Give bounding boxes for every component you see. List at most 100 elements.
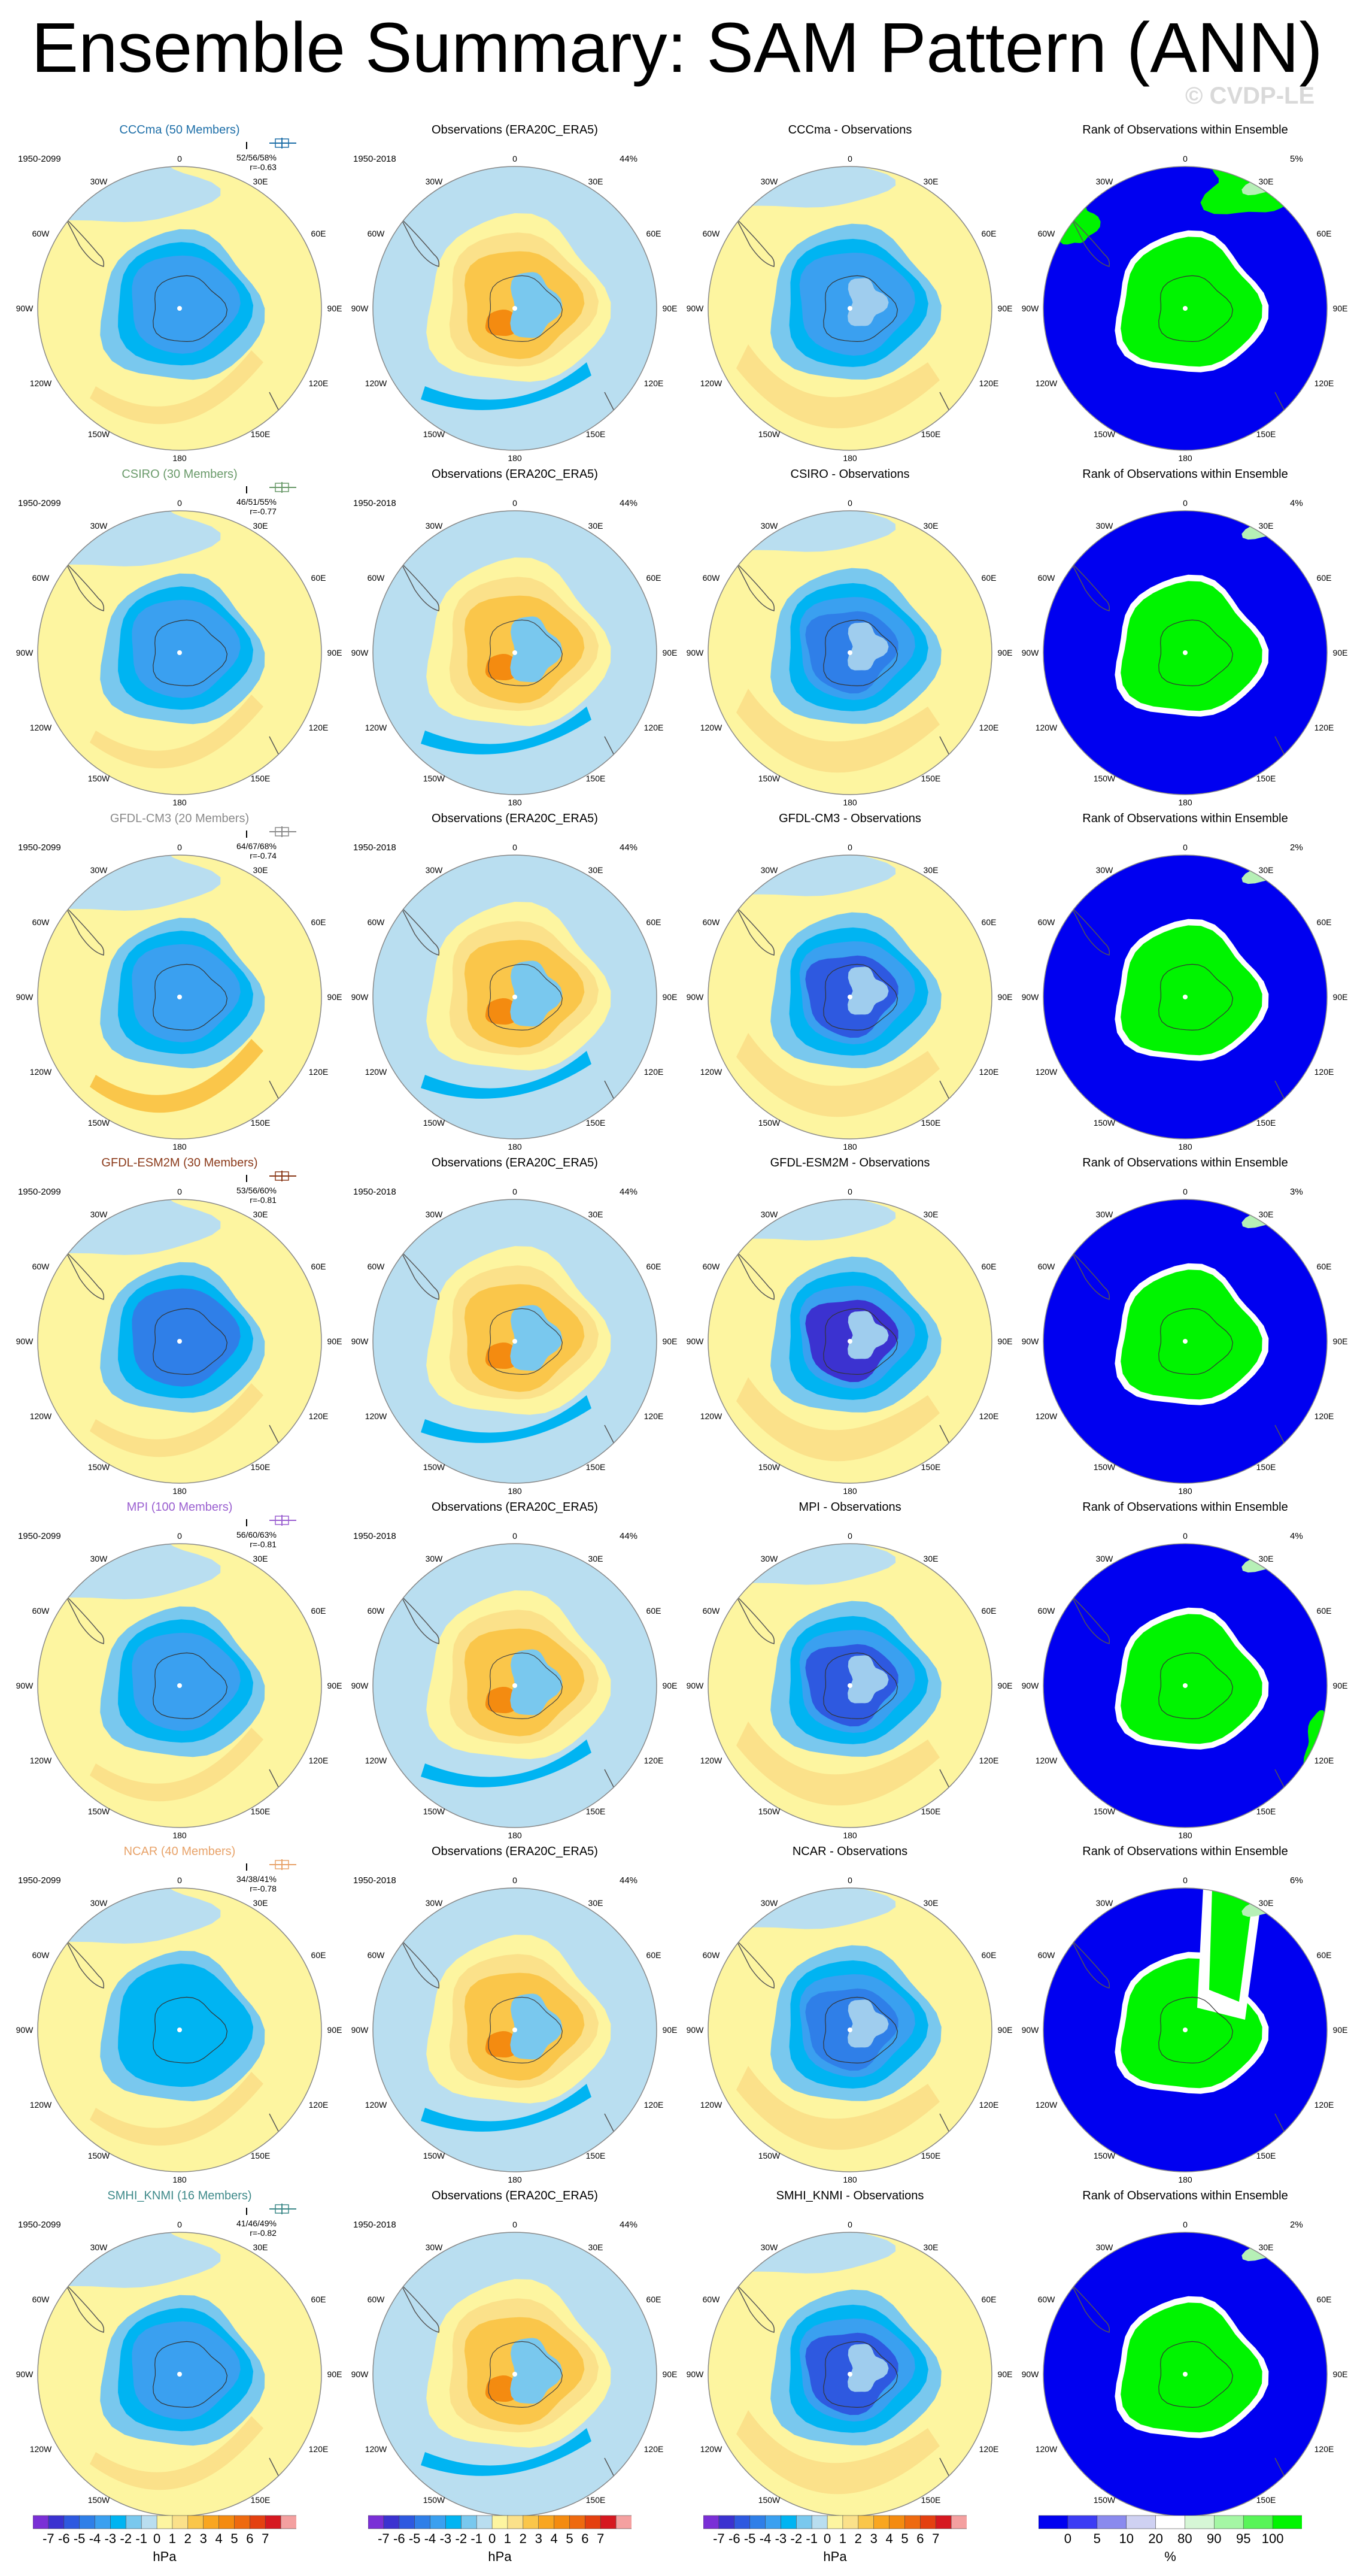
antarctica-outline [823, 1996, 898, 2064]
longitude-label-sw: 150W [88, 2151, 110, 2160]
south-pole-marker [848, 1339, 852, 1344]
panel-title: Observations (ERA20C_ERA5) [432, 2189, 598, 2202]
longitude-label-e1: 60E [646, 1262, 661, 1271]
explained-variance: 44% [620, 498, 638, 508]
colorbar-tick-label: 4 [885, 2531, 892, 2546]
colorbar-swatch [430, 2515, 447, 2529]
interior-weak [848, 966, 889, 1015]
longitude-label-nw: 30W [1096, 865, 1114, 875]
africa-outline [1292, 1904, 1309, 1941]
colorbar-tick-label: 5 [901, 2531, 908, 2546]
longitude-label-e2: 120E [309, 1756, 329, 1765]
panel-diff-0: CCCma - Observations 0 180 30W 30E 60W 60E 90W 9… [682, 123, 1018, 466]
period-label: 1950-2099 [18, 1531, 61, 1541]
panel-obs-5: Observations (ERA20C_ERA5) 1950-2018 44% 0 1… [347, 1844, 682, 2188]
map-border [708, 510, 992, 795]
longitude-label-top: 0 [848, 2220, 852, 2229]
longitude-label-ne: 30E [1259, 1898, 1274, 1908]
panel-model-0: CCCma (50 Members) 1950-2099 52/56/58% r=-0… [12, 123, 347, 466]
colorbar-swatch [250, 2515, 266, 2529]
longitude-label-nw: 30W [761, 2242, 779, 2252]
map-border [1043, 510, 1328, 795]
colorbar-swatch [445, 2515, 462, 2529]
interior-negative [510, 1649, 563, 1716]
colorbar-tick-label: 1 [504, 2531, 511, 2546]
south-america-outline [1071, 1595, 1110, 1644]
period-label: 1950-2099 [18, 154, 61, 164]
south-america-outline [1071, 907, 1110, 956]
longitude-label-se: 150E [251, 2495, 271, 2505]
longitude-label-w: 90W [16, 992, 34, 1002]
map-border [1043, 1543, 1328, 1828]
longitude-label-e: 90E [998, 648, 1013, 657]
colorbar-sam-3: -7 -6 -5 -4 -3 -2 -1 0 1 2 3 4 5 6 7 hPa [703, 2512, 967, 2572]
longitude-label-se: 150E [921, 1462, 941, 1472]
longitude-label-bottom: 180 [1178, 1831, 1192, 1840]
longitude-label-nw: 30W [426, 1898, 444, 1908]
antarctica-outline [1158, 619, 1234, 687]
longitude-label-e1: 60E [311, 917, 326, 927]
longitude-label-sw: 150W [1094, 2151, 1116, 2160]
positive-band [90, 2416, 263, 2490]
panel-title: Rank of Observations within Ensemble [1082, 468, 1288, 481]
south-pole-marker [848, 306, 852, 311]
longitude-label-ne: 30E [588, 1554, 603, 1563]
panel-model-4: MPI (100 Members) 1950-2099 56/60/63% r=-0.… [12, 1500, 347, 1844]
panel-diff-5: NCAR - Observations 0 180 30W 30E 60W 60E 90W 90… [682, 1844, 1018, 2188]
longitude-label-e: 90E [663, 2369, 678, 2379]
positive-band [736, 2410, 940, 2495]
longitude-label-e1: 60E [646, 573, 661, 583]
longitude-label-w1: 60W [32, 573, 50, 583]
panel-title: Observations (ERA20C_ERA5) [432, 123, 598, 137]
panel-diff-2: GFDL-CM3 - Observations 0 180 30W 30E 60W 60E 9… [682, 811, 1018, 1155]
antarctica-outline [153, 619, 228, 687]
stats-percentiles: 52/56/58% [236, 153, 277, 162]
south-pole-marker [1183, 2028, 1188, 2032]
obs-map: 0 180 30W 30E 60W 60E 90W 90E 120W 120E 150W 150E [351, 842, 678, 1151]
longitude-label-bottom: 180 [843, 798, 857, 807]
positive-band [736, 1033, 940, 1117]
south-pole-marker [1183, 650, 1188, 655]
longitude-label-w2: 120W [1036, 723, 1058, 732]
longitude-label-se: 150E [251, 774, 271, 783]
map-border [708, 166, 992, 451]
longitude-label-w2: 120W [30, 1067, 52, 1077]
colorbar-swatch [734, 2515, 751, 2529]
south-america-outline [400, 1595, 440, 1644]
longitude-label-top: 0 [177, 1187, 182, 1196]
rank-high-region [1121, 581, 1262, 711]
interior-weak [848, 1999, 889, 2048]
longitude-label-top: 0 [177, 1531, 182, 1541]
longitude-label-bottom: 180 [843, 2175, 857, 2184]
map-border [1043, 1199, 1328, 1484]
longitude-label-w: 90W [1022, 304, 1040, 313]
longitude-label-w: 90W [351, 992, 369, 1002]
longitude-label-e: 90E [663, 992, 678, 1002]
longitude-label-se: 150E [1256, 1118, 1276, 1128]
longitude-label-e2: 120E [979, 1756, 999, 1765]
longitude-label-bottom: 180 [1178, 798, 1192, 807]
longitude-label-ne: 30E [253, 177, 268, 186]
longitude-label-e: 90E [998, 2369, 1013, 2379]
colorbar-swatch [1272, 2515, 1303, 2529]
explained-variance: 44% [620, 1875, 638, 1886]
pattern-correlation: r=-0.81 [250, 1195, 277, 1205]
longitude-label-w2: 120W [700, 2444, 722, 2454]
longitude-label-nw: 30W [1096, 1898, 1114, 1908]
colorbar-tick-label: -7 [42, 2531, 54, 2546]
longitude-label-ne: 30E [253, 2242, 268, 2252]
panel-title: Observations (ERA20C_ERA5) [432, 1845, 598, 1858]
longitude-label-sw: 150W [1094, 1807, 1116, 1816]
longitude-label-e2: 120E [1314, 1756, 1334, 1765]
longitude-label-w1: 60W [32, 917, 50, 927]
longitude-label-e2: 120E [1314, 378, 1334, 388]
longitude-label-ne: 30E [924, 1554, 939, 1563]
south-america-outline [400, 218, 440, 267]
longitude-label-ne: 30E [1259, 177, 1274, 186]
map-border [37, 1199, 322, 1484]
longitude-label-e: 90E [327, 2369, 342, 2379]
colorbar-rank-swatches: 0 5 10 20 80 90 95 100 [1038, 2515, 1303, 2546]
colorbar-swatch [935, 2515, 952, 2529]
colorbar-swatch [141, 2515, 157, 2529]
longitude-label-ne: 30E [588, 1898, 603, 1908]
